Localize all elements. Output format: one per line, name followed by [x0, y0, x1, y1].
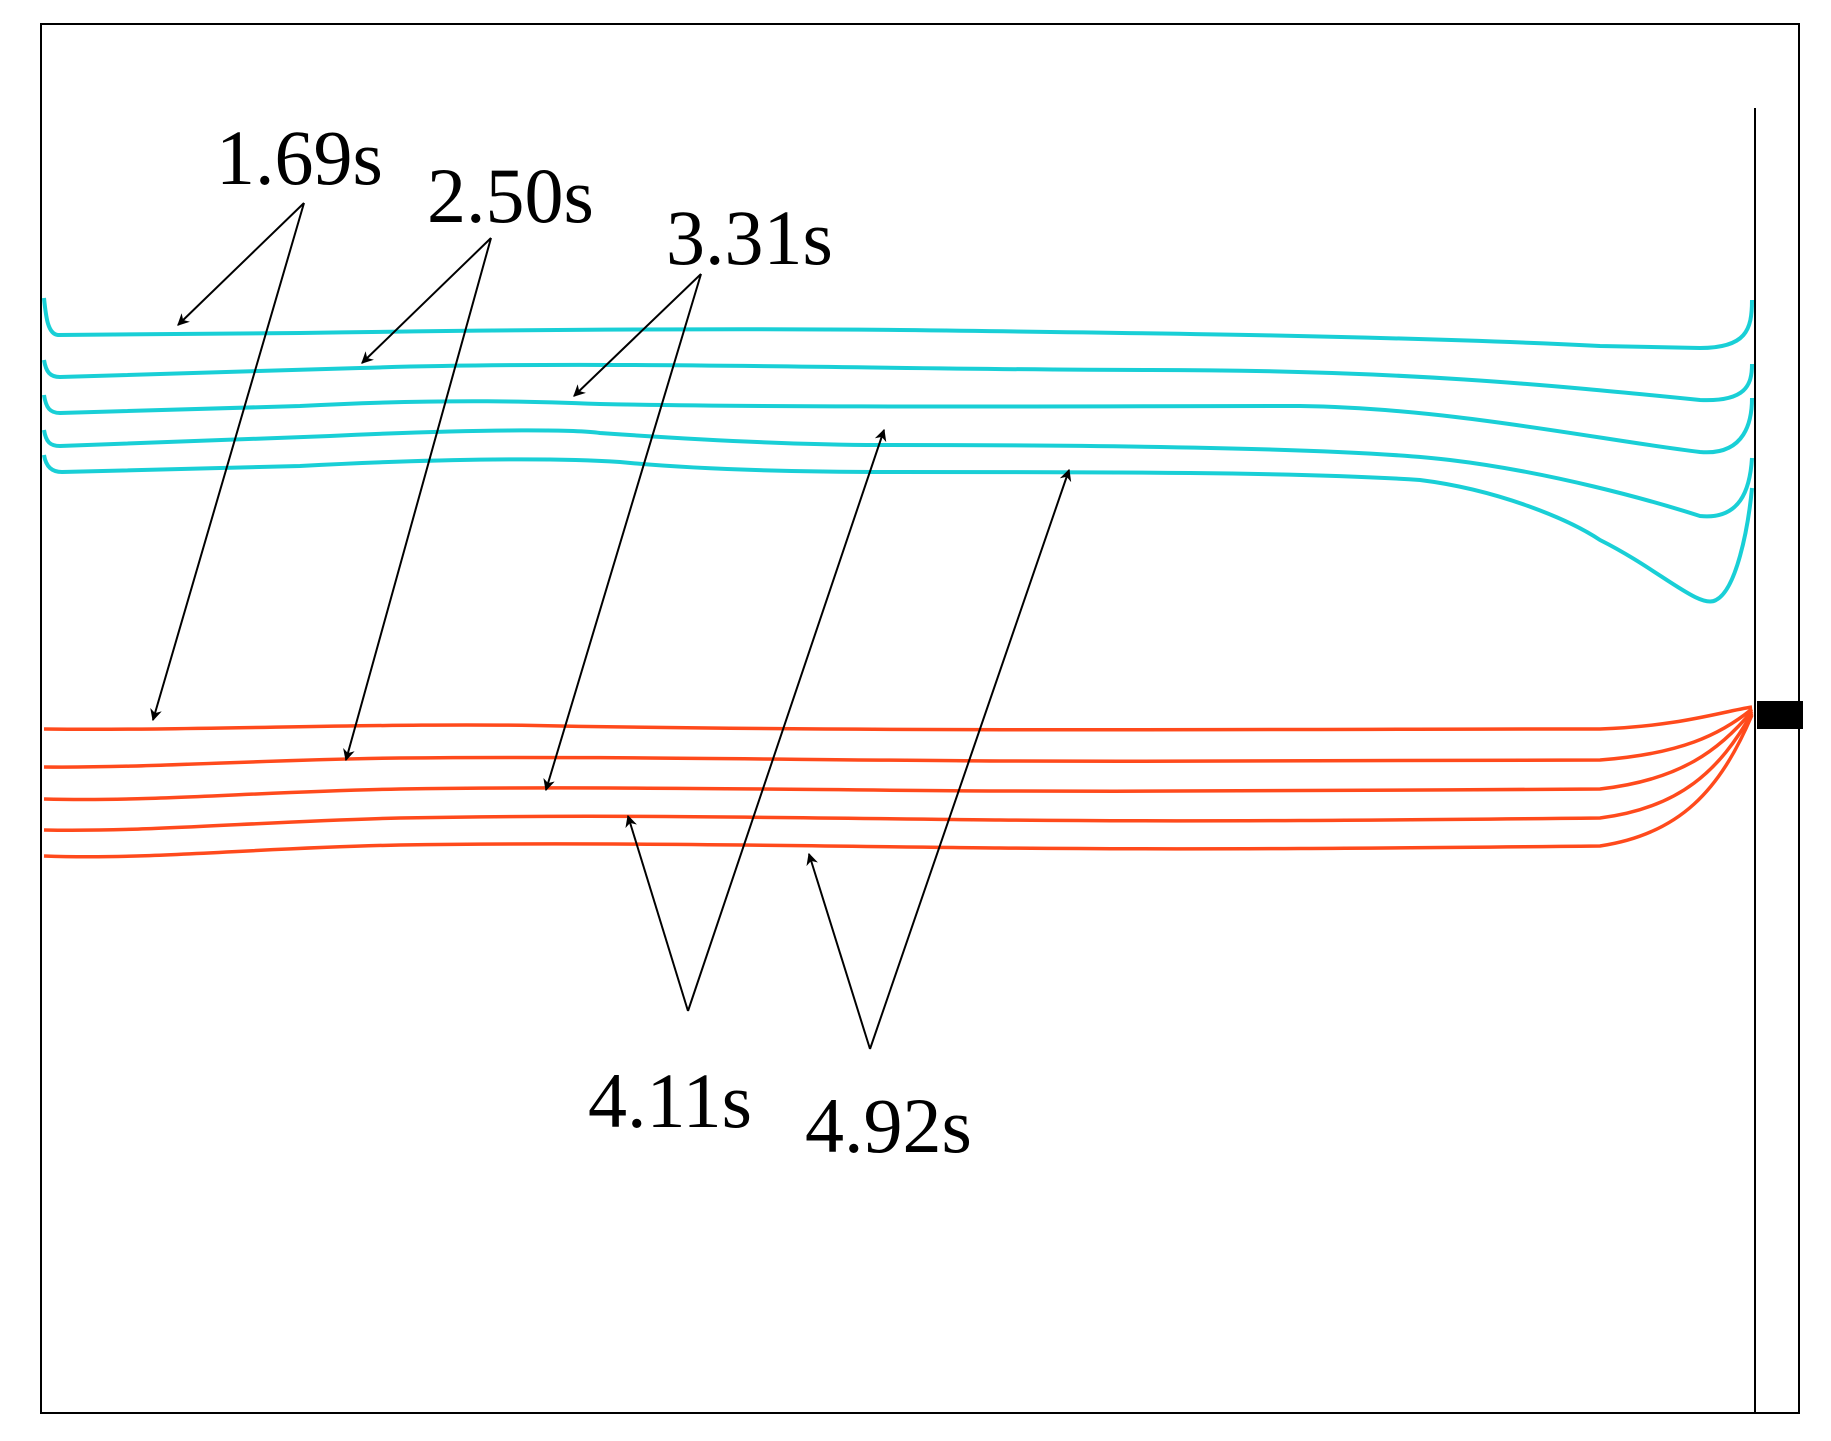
outlet-block — [1757, 701, 1803, 729]
orange-line-5 — [43, 714, 1754, 859]
orange-line-2 — [43, 707, 1754, 769]
cyan-line-4 — [42, 428, 1754, 519]
arrow-1-69-top — [177, 202, 305, 326]
label-1-69s: 1.69s — [216, 114, 383, 201]
label-3-31s: 3.31s — [666, 194, 833, 281]
orange-lines — [43, 705, 1754, 859]
label-4-92s: 4.92s — [805, 1082, 972, 1169]
arrow-2-50-top — [361, 237, 492, 364]
label-4-11s: 4.11s — [588, 1057, 752, 1144]
arrow-3-31-top — [573, 273, 702, 397]
arrow-2-50-bottom — [343, 237, 492, 762]
arrow-4-92-top — [869, 468, 1072, 1050]
outer-frame — [40, 23, 1800, 1414]
arrow-4-11-top — [687, 428, 887, 1012]
label-2-50s: 2.50s — [427, 152, 594, 239]
arrow-1-69-bottom — [150, 202, 305, 722]
orange-line-3 — [43, 709, 1754, 802]
orange-line-1 — [43, 705, 1753, 732]
cyan-line-1 — [42, 297, 1754, 351]
arrow-3-31-bottom — [543, 273, 702, 792]
arrow-4-11-bottom — [625, 814, 689, 1012]
annotation-arrows — [150, 202, 1072, 1050]
cyan-line-2 — [42, 359, 1754, 403]
cyan-line-5 — [42, 454, 1754, 604]
cyan-line-3 — [42, 394, 1754, 455]
cyan-lines — [42, 297, 1754, 604]
arrow-4-92-bottom — [806, 852, 871, 1050]
orange-line-4 — [43, 712, 1754, 833]
